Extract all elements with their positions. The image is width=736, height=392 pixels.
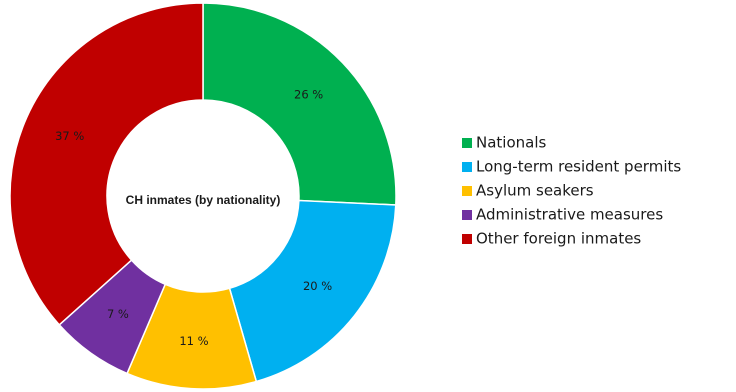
- legend-swatch-0: [462, 138, 472, 148]
- chart-legend: Nationals Long-term resident permits Asylu…: [462, 134, 681, 248]
- legend-label-1: Long-term resident permits: [476, 158, 681, 176]
- chart-title: CH inmates (by nationality): [126, 193, 281, 207]
- legend-label-2: Asylum seakers: [476, 182, 594, 200]
- chart-slice-labels: 26 % 20 % 11 % 7 % 37 %: [55, 88, 332, 349]
- legend-swatch-1: [462, 162, 472, 172]
- chart-slices: [9, 2, 397, 390]
- slice-1: [228, 199, 397, 383]
- slice-label-2: 11 %: [179, 334, 208, 348]
- slice-label-3: 7 %: [107, 307, 129, 321]
- slice-label-1: 20 %: [303, 279, 332, 293]
- slice-0: [202, 2, 397, 206]
- legend-label-0: Nationals: [476, 134, 547, 152]
- slice-4: [9, 2, 204, 326]
- legend-swatch-2: [462, 186, 472, 196]
- legend-swatch-3: [462, 210, 472, 220]
- legend-swatch-4: [462, 234, 472, 244]
- slice-label-0: 26 %: [294, 88, 323, 102]
- slice-label-4: 37 %: [55, 129, 84, 143]
- legend-label-4: Other foreign inmates: [476, 230, 641, 248]
- legend-label-3: Administrative measures: [476, 206, 663, 224]
